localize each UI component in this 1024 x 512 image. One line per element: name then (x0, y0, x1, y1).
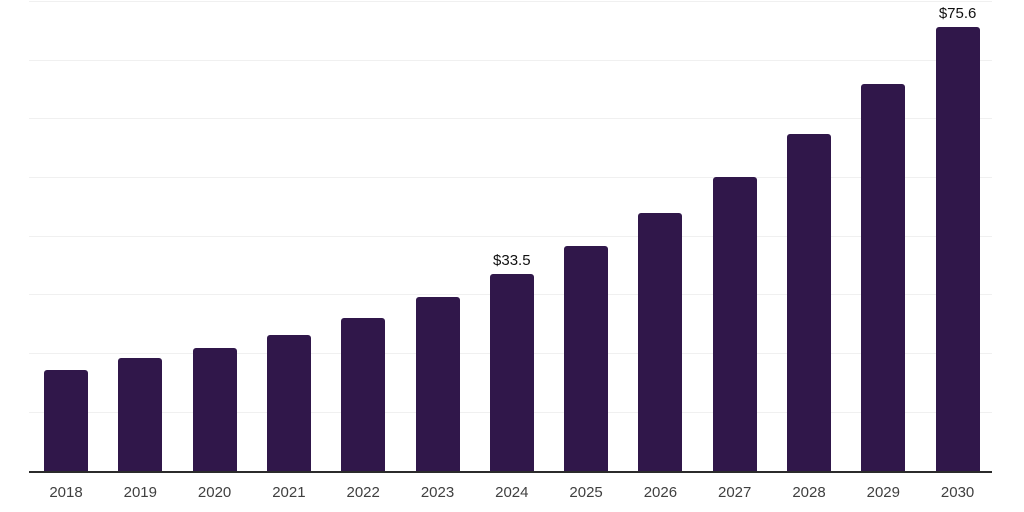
bar-2026 (638, 213, 683, 471)
bar-2027 (712, 176, 757, 471)
x-tick-label-2022: 2022 (346, 484, 380, 501)
gridline-y-80 (29, 0, 992, 2)
bar-2024 (489, 274, 534, 471)
bar-2022 (341, 318, 386, 471)
x-tick-label-2021: 2021 (272, 484, 306, 501)
gridline-y-40 (29, 235, 992, 237)
x-tick-label-2028: 2028 (792, 484, 826, 501)
x-tick-label-2018: 2018 (49, 484, 83, 501)
bar-2020 (192, 348, 237, 471)
x-tick-label-2023: 2023 (420, 484, 455, 501)
bar-2029 (861, 84, 906, 471)
x-tick-label-2027: 2027 (718, 484, 752, 501)
bar-2030 (935, 27, 980, 471)
x-tick-label-2026: 2026 (643, 484, 678, 501)
bar-2025 (564, 246, 609, 471)
data-label-2024: $33.5 (493, 252, 531, 270)
x-tick-label-2030: 2030 (940, 484, 975, 501)
x-axis-line (29, 471, 992, 473)
gridline-y-70 (29, 59, 992, 61)
bar-2019 (118, 358, 163, 471)
gridline-y-50 (29, 177, 992, 178)
bar-2018 (44, 370, 88, 471)
data-label-2030: $75.6 (938, 5, 977, 23)
x-tick-label-2020: 2020 (197, 484, 232, 501)
bar-2028 (787, 134, 831, 471)
bar-2023 (415, 296, 460, 471)
gridline-y-60 (29, 118, 992, 120)
x-tick-label-2024: 2024 (495, 484, 529, 501)
x-tick-label-2029: 2029 (866, 484, 900, 501)
bar-2021 (266, 335, 311, 471)
x-tick-label-2025: 2025 (569, 484, 603, 501)
x-tick-label-2019: 2019 (123, 484, 157, 501)
